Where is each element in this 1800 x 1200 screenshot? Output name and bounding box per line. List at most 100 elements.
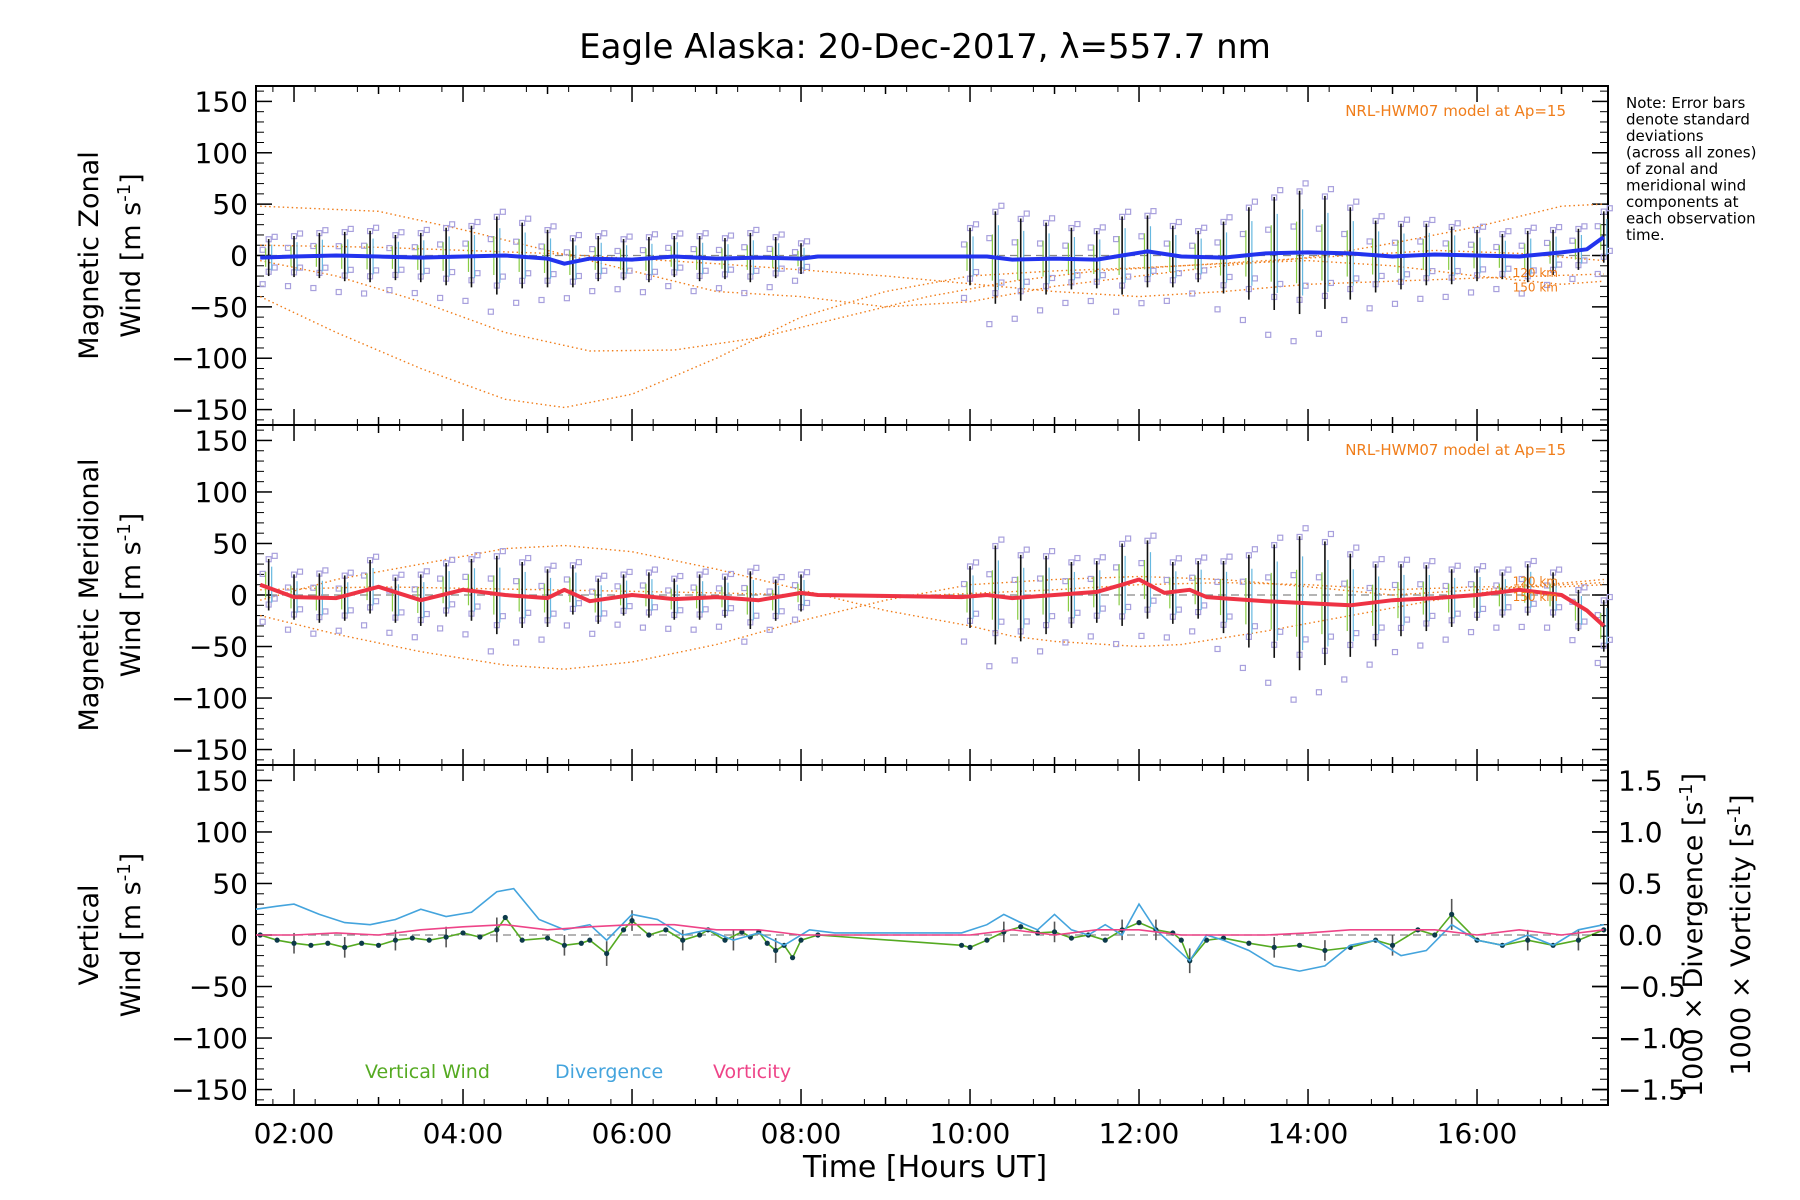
altitude-label-120: 120 km — [1513, 266, 1558, 280]
zone-point — [1011, 239, 1018, 246]
y-tick-label: 50 — [212, 867, 248, 900]
y-tick-label: 50 — [212, 527, 248, 560]
y-tick-label: 50 — [212, 188, 248, 221]
zone-point — [437, 575, 444, 582]
zone-point — [1353, 198, 1360, 205]
zone-point — [986, 663, 993, 670]
zone-point — [487, 648, 494, 655]
zone-point — [1251, 198, 1258, 205]
zone-point — [1479, 266, 1487, 273]
vertical-wind-point — [1136, 920, 1142, 926]
right-y-tick-label: 0.0 — [1618, 919, 1663, 952]
zone-point — [766, 284, 773, 291]
zonal-panel: −150 −100 −50 0 50 100 150 Magnetic Zonal Wind [… — [74, 85, 1613, 427]
y-tick-label: 100 — [195, 137, 248, 170]
zone-point — [1023, 546, 1030, 553]
y-tick-label: 150 — [195, 424, 248, 457]
zone-point — [271, 264, 278, 271]
zone-point — [1226, 214, 1233, 221]
zone-point — [998, 618, 1005, 625]
zone-point — [1214, 645, 1221, 653]
vertical-panel: −150 −100 −50 0 50 100 150 Vertical Wind [m s-1]… — [74, 764, 1757, 1150]
zone-point — [284, 626, 292, 633]
zone-point — [1378, 556, 1385, 563]
zone-point — [296, 606, 304, 613]
vertical-wind-point — [409, 935, 415, 941]
model-label: NRL-HWM07 model at Ap=15 — [1345, 102, 1566, 120]
y-tick-label: −150 — [171, 394, 248, 427]
right-axis-label-vorticity: 1000 × Vorticity [s-1] — [1724, 794, 1757, 1075]
zone-point — [335, 627, 342, 634]
zone-point — [589, 288, 596, 295]
zone-point — [1175, 270, 1182, 277]
zone-point — [778, 231, 785, 238]
zone-point — [423, 226, 430, 234]
zone-point — [702, 606, 709, 613]
zone-point — [1163, 297, 1170, 305]
zone-point — [791, 249, 799, 256]
zone-point — [1555, 604, 1563, 611]
zone-point — [1417, 581, 1424, 588]
zone-point — [601, 230, 608, 237]
zone-point — [986, 321, 993, 328]
zone-point — [1378, 624, 1385, 631]
y-tick-label: −50 — [189, 291, 248, 324]
right-y-tick-label: −0.5 — [1618, 971, 1686, 1004]
zone-point — [1036, 307, 1044, 314]
vertical-wind-point — [739, 929, 745, 935]
zone-point — [1290, 223, 1297, 230]
zone-point — [1138, 300, 1145, 307]
zone-point — [1555, 224, 1563, 231]
x-tick-label: 02:00 — [254, 1117, 335, 1150]
zone-point — [589, 630, 596, 637]
zone-point — [411, 586, 418, 593]
zone-point — [1594, 223, 1601, 230]
zone-point — [1479, 563, 1487, 570]
zone-point — [1505, 604, 1512, 611]
zone-point — [1099, 605, 1106, 612]
zone-point — [972, 268, 980, 276]
zone-point — [372, 267, 380, 274]
zone-point — [626, 233, 633, 240]
vertical-wind-point — [460, 930, 466, 936]
zone-point — [665, 244, 672, 251]
zone-point — [766, 626, 773, 633]
zone-point — [575, 231, 582, 239]
vertical-wind-point — [494, 927, 500, 933]
y-axis-label-units: Wind [m s-1] — [114, 853, 147, 1017]
zone-point — [1454, 267, 1461, 275]
zone-point — [1239, 316, 1246, 324]
zone-point — [1023, 618, 1030, 625]
zone-point — [803, 569, 811, 576]
vertical-wind-point — [375, 942, 382, 948]
zone-point — [690, 288, 697, 295]
zone-point — [1493, 624, 1500, 631]
note-line: deviations — [1626, 127, 1704, 145]
zone-point — [1138, 233, 1145, 240]
zone-point — [1391, 648, 1399, 656]
zone-point — [487, 308, 494, 315]
zone-point — [525, 609, 532, 616]
zone-point — [322, 608, 329, 615]
zone-point — [1214, 239, 1221, 246]
zone-point — [614, 247, 621, 255]
zone-point — [1265, 574, 1272, 581]
zone-point — [1467, 628, 1475, 636]
note-line: Note: Error bars — [1626, 94, 1746, 112]
zone-point — [727, 570, 735, 578]
zone-point — [960, 294, 968, 302]
zone-point — [665, 283, 672, 290]
zone-point — [1467, 581, 1475, 588]
zone-point — [1378, 272, 1385, 280]
zone-point — [1150, 597, 1157, 604]
vertical-wind-point — [443, 934, 449, 940]
zone-point — [411, 244, 418, 251]
zone-point — [1505, 566, 1512, 573]
zone-point — [1442, 293, 1449, 301]
zone-point — [1036, 648, 1044, 655]
zone-point — [259, 570, 266, 577]
zone-point — [1569, 275, 1576, 283]
zone-point — [1366, 238, 1373, 245]
zone-point — [614, 583, 621, 590]
zone-point — [487, 575, 494, 582]
